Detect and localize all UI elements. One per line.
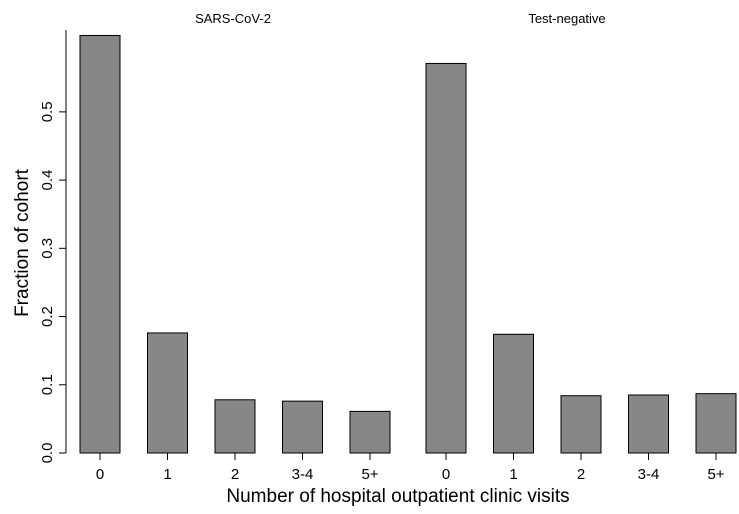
x-tick-label: 0	[96, 466, 104, 483]
bar	[282, 400, 323, 454]
panel-title: Test-negative	[528, 11, 605, 26]
y-tick-label: 0.3	[39, 238, 56, 259]
x-tick-label: 0	[442, 466, 450, 483]
y-tick-label: 0.0	[39, 443, 56, 464]
bar	[560, 395, 602, 454]
bar	[425, 62, 467, 454]
x-tick-label: 1	[163, 466, 171, 483]
x-tick-label: 3-4	[292, 466, 314, 483]
panel-title: SARS-CoV-2	[195, 11, 271, 26]
y-axis-label: Fraction of cohort	[12, 168, 33, 317]
y-tick-label: 0.4	[39, 170, 56, 191]
x-tick-label: 5+	[707, 466, 724, 483]
bar	[214, 399, 256, 454]
x-axis-label: Number of hospital outpatient clinic vis…	[226, 486, 569, 507]
y-tick-label: 0.5	[39, 101, 56, 122]
x-tick-label: 5+	[361, 466, 378, 483]
bar	[695, 393, 737, 454]
x-tick-label: 1	[509, 466, 517, 483]
y-tick-label: 0.1	[39, 374, 56, 395]
x-tick-label: 2	[577, 466, 585, 483]
x-tick-label: 3-4	[638, 466, 660, 483]
bar	[349, 410, 391, 454]
y-tick-label: 0.2	[39, 306, 56, 327]
bar	[628, 394, 669, 454]
bar	[147, 332, 188, 454]
bar	[493, 333, 534, 454]
x-tick-label: 2	[231, 466, 239, 483]
bar	[79, 34, 121, 454]
